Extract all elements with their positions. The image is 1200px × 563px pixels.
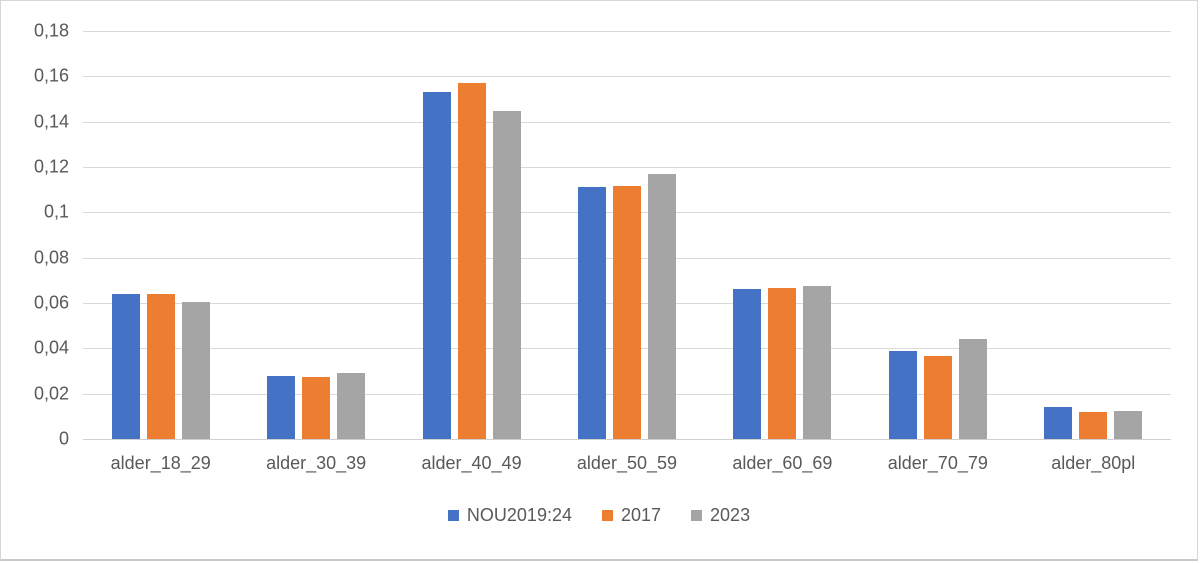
bar-2017-alder_80pl [1079,412,1108,439]
bar-2023-alder_70_79 [958,339,987,439]
bar-2023-alder_18_29 [181,302,210,439]
legend-label: NOU2019:24 [466,505,572,525]
y-tick-label: 0,14 [33,111,69,132]
bar-2017-alder_70_79 [923,356,952,439]
bar-2017-alder_30_39 [302,377,331,439]
y-tick-label: 0,02 [33,383,69,404]
legend-swatch-icon [601,510,613,521]
bar-group-alder_18_29 [83,31,238,439]
bar-2017-alder_40_49 [457,83,486,439]
bar-NOU2019:24-alder_70_79 [888,351,917,439]
legend-swatch-icon [447,510,459,521]
bar-NOU2019:24-alder_50_59 [577,187,606,439]
bar-group-alder_60_69 [705,31,860,439]
x-category-label: alder_80pl [1051,453,1136,473]
plot-area [83,31,1171,440]
y-tick-label: 0,18 [33,20,69,41]
gridline [83,31,1171,32]
legend-item-2023: 2023 [691,505,750,526]
y-tick-label: 0,12 [33,156,69,177]
gridline [83,167,1171,168]
gridline [83,76,1171,78]
y-tick-label: 0,1 [43,201,69,222]
bar-group-alder_80pl [1016,31,1171,439]
x-category-label: alder_40_49 [421,453,522,473]
x-category-label: alder_70_79 [887,453,988,473]
bar-2023-alder_40_49 [492,111,521,439]
bar-group-alder_30_39 [238,31,393,439]
bar-2017-alder_60_69 [768,288,797,439]
y-tick-label: 0,06 [33,292,69,313]
legend-swatch-icon [691,510,703,521]
bar-2017-alder_50_59 [612,186,641,439]
y-tick-label: 0 [58,428,69,449]
bar-2023-alder_80pl [1114,411,1143,439]
bar-NOU2019:24-alder_18_29 [111,294,140,439]
bar-group-alder_70_79 [860,31,1015,439]
bar-group-alder_50_59 [549,31,704,439]
bar-2023-alder_50_59 [647,174,676,439]
bar-NOU2019:24-alder_40_49 [422,92,451,439]
x-category-label: alder_30_39 [266,453,367,473]
legend-label: 2017 [620,505,662,525]
bar-group-alder_40_49 [394,31,549,439]
bar-NOU2019:24-alder_60_69 [733,289,762,439]
bar-2023-alder_30_39 [337,373,366,439]
bar-2023-alder_60_69 [803,286,832,439]
x-category-label: alder_50_59 [576,453,678,473]
bar-NOU2019:24-alder_30_39 [267,376,296,439]
x-category-label: alder_60_69 [732,453,833,473]
gridline [83,121,1171,123]
bars-layer [83,31,1171,439]
y-tick-label: 0,04 [33,337,69,358]
legend-item-2017: 2017 [601,505,662,526]
x-axis-line [83,439,1171,440]
legend-item-NOU2019:24: NOU2019:24 [447,505,572,526]
x-axis-category-labels: alder_18_29 alder_30_39 alder_40_49 alder_5… [83,453,1171,474]
y-tick-label: 0,08 [33,247,69,268]
bar-NOU2019:24-alder_80pl [1044,407,1073,439]
bar-2017-alder_18_29 [146,294,175,439]
legend: NOU2019:24 2017 2023 [1,505,1197,526]
legend-label: 2023 [710,505,751,525]
y-tick-label: 0,16 [33,65,69,86]
x-category-label: alder_18_29 [110,453,211,473]
